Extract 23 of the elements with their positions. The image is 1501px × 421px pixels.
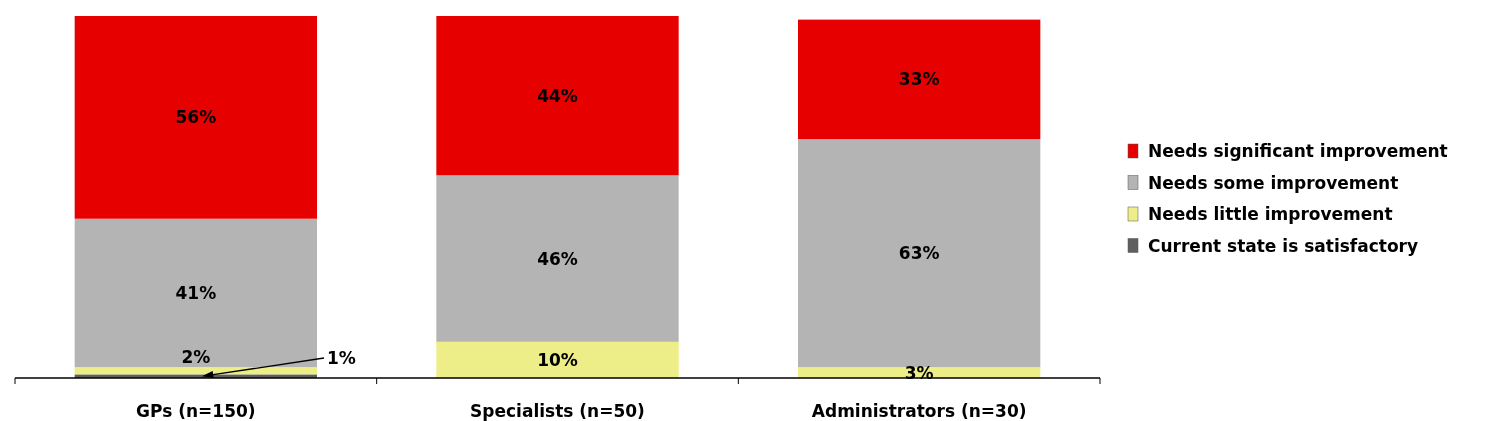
bar xyxy=(436,16,679,176)
data-label: 2% xyxy=(181,347,211,368)
bar xyxy=(798,139,1041,368)
data-label: 41% xyxy=(175,282,217,303)
data-label: 56% xyxy=(175,107,217,128)
data-label: 44% xyxy=(537,85,578,106)
legend-label: Current state is satisfactory xyxy=(1148,235,1419,256)
data-label: 1% xyxy=(326,348,356,368)
bar xyxy=(436,341,679,378)
data-label: 33% xyxy=(898,69,940,90)
legend-label: Needs some improvement xyxy=(1148,172,1399,193)
x-tick-label: Administrators (n=30) xyxy=(811,401,1027,421)
bar xyxy=(436,175,679,342)
legend-label: Needs little improvement xyxy=(1148,204,1393,224)
data-label: 46% xyxy=(537,248,578,269)
x-tick-label: GPs (n=150) xyxy=(136,401,256,421)
legend-label: Needs significant improvement xyxy=(1148,141,1448,161)
x-tick-label: Specialists (n=50) xyxy=(470,401,645,421)
bar xyxy=(74,218,317,368)
bar xyxy=(798,19,1041,140)
data-label: 10% xyxy=(537,349,578,370)
data-label: 63% xyxy=(898,243,940,264)
bar xyxy=(74,16,317,219)
